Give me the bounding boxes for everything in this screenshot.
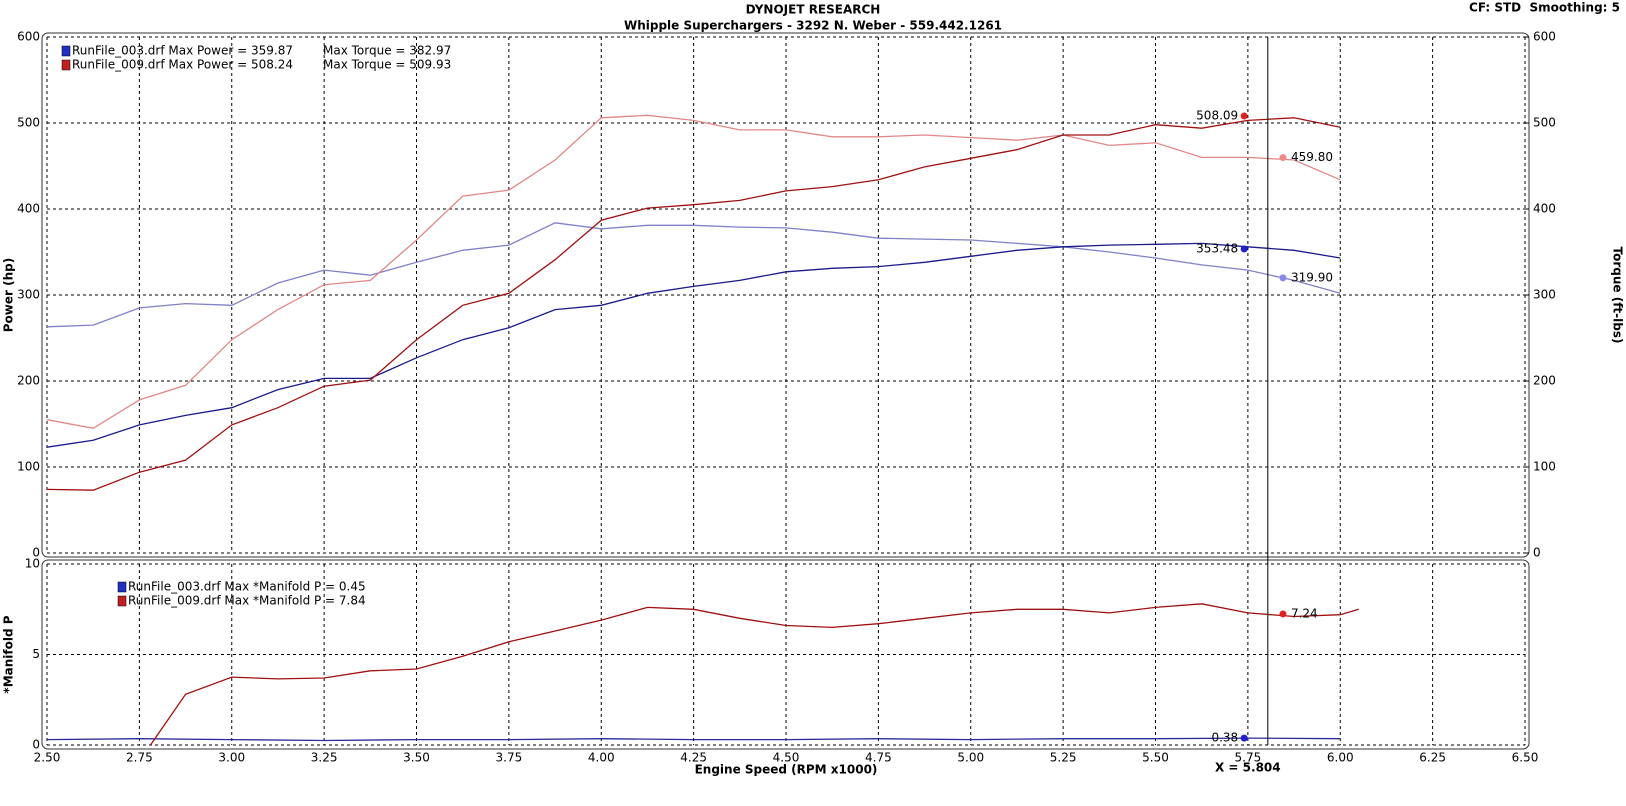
series-line: [46, 242, 1341, 448]
y2-tick-label: 300: [1533, 288, 1556, 302]
y2-tick-label: 400: [1533, 202, 1556, 216]
y2-tick-label: 100: [1533, 460, 1556, 474]
y-tick-label: 0: [32, 738, 40, 752]
y2-tick-label: 500: [1533, 116, 1556, 130]
marker-label: 319.90: [1291, 270, 1333, 284]
legend-swatch: [117, 595, 127, 607]
y-tick-label: 100: [17, 460, 40, 474]
y-tick-label: 600: [17, 30, 40, 44]
y-tick-label: 0: [32, 546, 40, 560]
legend-text: Max Torque = 382.97: [323, 44, 451, 58]
series-line: [149, 603, 1359, 746]
x-tick-label: 6.00: [1327, 751, 1354, 765]
y-tick-label: 10: [25, 557, 40, 571]
x-tick-label: 5.50: [1142, 751, 1169, 765]
x-axis-label: Engine Speed (RPM x1000): [695, 763, 878, 777]
y-tick-label: 400: [17, 202, 40, 216]
legend-text: RunFile_003.drf Max Power = 359.87: [72, 44, 293, 58]
y2-tick-label: 200: [1533, 374, 1556, 388]
legend-text: Max Torque = 509.93: [323, 58, 451, 72]
cursor-marker: [1240, 734, 1248, 742]
cursor-label: X = 5.804: [1215, 761, 1281, 775]
cursor-marker: [1240, 112, 1248, 120]
y-tick-label: 300: [17, 288, 40, 302]
y-axis-label: *Manifold P: [2, 615, 16, 693]
y-tick-label: 500: [17, 116, 40, 130]
x-tick-label: 2.50: [34, 751, 61, 765]
x-tick-label: 3.25: [311, 751, 338, 765]
y2-tick-label: 600: [1533, 30, 1556, 44]
legend-swatch: [61, 59, 71, 71]
legend-text: RunFile_009.drf Max Power = 508.24: [72, 58, 293, 72]
x-tick-label: 3.75: [496, 751, 523, 765]
x-tick-label: 4.00: [588, 751, 615, 765]
bottom-panel: [41, 559, 1530, 750]
series-line: [46, 737, 1341, 742]
x-tick-label: 6.25: [1419, 751, 1446, 765]
y2-tick-label: 0: [1533, 546, 1541, 560]
x-tick-label: 5.25: [1050, 751, 1077, 765]
x-tick-label: 4.75: [865, 751, 892, 765]
cursor-marker: [1240, 245, 1248, 253]
legend-text: RunFile_009.drf Max *Manifold P = 7.84: [128, 594, 366, 608]
x-tick-label: 5.00: [957, 751, 984, 765]
header-title: DYNOJET RESEARCH: [746, 3, 881, 17]
header-subtitle: Whipple Superchargers - 3292 N. Weber - …: [624, 19, 1002, 33]
x-tick-label: 2.75: [126, 751, 153, 765]
header-settings: CF: STD Smoothing: 5: [1469, 1, 1620, 15]
x-tick-label: 6.50: [1512, 751, 1539, 765]
series-line: [46, 117, 1341, 491]
marker-label: 7.24: [1291, 606, 1318, 620]
legend-swatch: [117, 581, 127, 593]
legend-text: RunFile_003.drf Max *Manifold P = 0.45: [128, 580, 366, 594]
x-tick-label: 4.50: [773, 751, 800, 765]
x-tick-label: 3.50: [403, 751, 430, 765]
x-tick-label: 3.00: [218, 751, 245, 765]
cursor-marker: [1279, 610, 1287, 618]
cursor-marker: [1279, 154, 1287, 162]
cursor-marker: [1279, 274, 1287, 282]
marker-label: 508.09: [1196, 109, 1238, 123]
y2-axis-label: Torque (ft-lbs): [1611, 247, 1625, 344]
marker-label: 353.48: [1196, 242, 1238, 256]
y-tick-label: 200: [17, 374, 40, 388]
y-axis-label: Power (hp): [2, 258, 16, 332]
marker-label: 459.80: [1291, 150, 1333, 164]
series-line: [46, 114, 1341, 429]
y-tick-label: 5: [32, 647, 40, 661]
series-line: [46, 222, 1341, 328]
legend-swatch: [61, 45, 71, 57]
x-tick-label: 4.25: [680, 751, 707, 765]
x-tick-label: 5.75: [1235, 751, 1262, 765]
marker-label: 0.38: [1211, 731, 1238, 745]
